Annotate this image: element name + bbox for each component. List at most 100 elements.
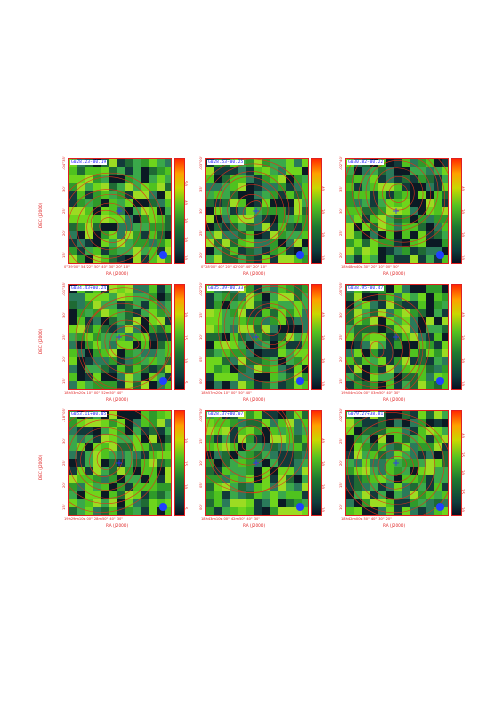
x-tick-labels: 19h29m10s 00" 28m50" 40" 30" xyxy=(64,517,123,521)
map-panel: G028.37+00.07 xyxy=(205,410,309,516)
y-tick-label: 20' xyxy=(338,460,343,466)
y-tick-label: 15' xyxy=(338,378,343,384)
x-tick-labels: 18h43m10s 00" 42m50" 40" 30" xyxy=(201,517,260,521)
y-tick-label: 20' xyxy=(61,356,66,362)
y-tick-label: 25' xyxy=(338,334,343,340)
colorbar-tick: 40 xyxy=(183,199,188,205)
x-tick-labels: 0°28'00" 40" 20" 42'00" 40" 20" 10" xyxy=(201,265,267,269)
colorbar-tick: 20 xyxy=(183,438,188,444)
y-tick-label: -02°40' xyxy=(338,156,343,170)
y-axis-label: DEC (J2000) xyxy=(38,202,43,228)
map-panel: G038.95-00.47 xyxy=(345,284,449,390)
y-tick-label: 25' xyxy=(338,230,343,236)
panel-label: G028.53-00.25 xyxy=(207,160,245,165)
y-tick-label: -05°05' xyxy=(338,282,343,296)
colorbar-tick: 10 xyxy=(183,255,188,261)
x-tick-labels: 18h48m40s 30" 20" 10" 00" 50" xyxy=(341,265,400,269)
colorbar-tick: 5 xyxy=(183,381,188,384)
colorbar-tick: 30 xyxy=(460,470,465,476)
colorbar-tick: 30 xyxy=(460,209,465,215)
colorbar-tick: 35 xyxy=(460,451,465,457)
y-tick-label: 30' xyxy=(338,312,343,318)
y-tick-label: -01°35' xyxy=(61,282,66,296)
colorbar-tick: 30 xyxy=(460,335,465,341)
colorbar-tick: 10 xyxy=(320,381,325,387)
colorbar-tick: 10 xyxy=(183,484,188,490)
map-panel: G028.53-00.25 xyxy=(205,158,309,264)
colorbar-tick: 40 xyxy=(320,186,325,192)
x-tick-labels: 18h42m00s 50" 40" 30" 20" xyxy=(341,517,392,521)
y-tick-label: 30' xyxy=(61,312,66,318)
colorbar-tick: 20 xyxy=(320,358,325,364)
y-tick-label: 05' xyxy=(198,482,203,488)
x-axis-label: RA (J2000) xyxy=(383,523,406,528)
colorbar-tick: 50 xyxy=(183,181,188,187)
panel-label: G028.23-00.19 xyxy=(70,160,108,165)
x-tick-labels: 18h57m20s 10" 00" 50" 40" xyxy=(201,391,252,395)
y-tick-label: 10' xyxy=(198,334,203,340)
y-tick-label: 30' xyxy=(198,208,203,214)
y-tick-label: 15' xyxy=(198,312,203,318)
x-tick-labels: 0°39'00" 54'22" 50" 40" 30" 20" 10" xyxy=(64,265,130,269)
x-axis-label: RA (J2000) xyxy=(383,397,406,402)
map-panel: G034.43+00.24 xyxy=(68,284,172,390)
y-tick-label: 15' xyxy=(338,482,343,488)
y-tick-label: 20' xyxy=(338,252,343,258)
panel-label: G034.43+00.24 xyxy=(70,286,108,291)
map-panel: G053.11+00.05 xyxy=(68,410,172,516)
y-tick-label: 30' xyxy=(338,208,343,214)
colorbar-tick: 10 xyxy=(460,381,465,387)
panel-label: G079.27+38.81 xyxy=(347,412,385,417)
colorbar: 10 20 30 40 xyxy=(451,158,465,264)
colorbar-tick: 30 xyxy=(320,335,325,341)
colorbar-tick: 10 xyxy=(183,358,188,364)
colorbar-tick: 15 xyxy=(183,335,188,341)
x-axis-label: RA (J2000) xyxy=(106,523,129,528)
x-tick-labels: 18h53m20s 10" 00" 52m50" 40" xyxy=(64,391,123,395)
y-axis-label: DEC (J2000) xyxy=(38,328,43,354)
y-tick-label: 20' xyxy=(338,356,343,362)
y-tick-label: 00' xyxy=(198,504,203,510)
y-tick-label: 35' xyxy=(338,186,343,192)
colorbar-tick: 25 xyxy=(460,488,465,494)
x-tick-labels: 19h04m10s 00" 03m50" 40" 30" xyxy=(341,391,400,395)
colorbar: 10 20 30 40 xyxy=(311,410,325,516)
y-tick-label: 20' xyxy=(61,230,66,236)
colorbar: 10 20 30 40 xyxy=(311,284,325,390)
y-tick-label: 25' xyxy=(198,230,203,236)
panel-label: G028.37+00.07 xyxy=(207,412,245,417)
map-panel: G028.23-00.19 xyxy=(68,158,172,264)
colorbar-tick: 40 xyxy=(320,438,325,444)
y-tick-label: 30' xyxy=(61,438,66,444)
x-axis-label: RA (J2000) xyxy=(383,271,406,276)
colorbar: 10 20 30 40 xyxy=(451,284,465,390)
y-axis-label: DEC (J2000) xyxy=(38,454,43,480)
colorbar-tick: 30 xyxy=(320,461,325,467)
colorbar-tick: 40 xyxy=(460,433,465,439)
colorbar-tick: 40 xyxy=(320,312,325,318)
colorbar: 5 10 15 20 xyxy=(174,284,188,390)
y-tick-label: -04°35' xyxy=(61,156,66,170)
y-tick-label: 15' xyxy=(61,252,66,258)
colorbar-tick: 15 xyxy=(183,461,188,467)
y-tick-label: 35' xyxy=(198,186,203,192)
y-tick-label: -03°50' xyxy=(198,408,203,422)
y-tick-label: 25' xyxy=(61,208,66,214)
y-tick-label: 05' xyxy=(198,356,203,362)
y-tick-label: 25' xyxy=(338,438,343,444)
y-tick-label: -18°05' xyxy=(61,408,66,422)
y-tick-label: -02°20' xyxy=(198,282,203,296)
panel-label: G030.82-00.22 xyxy=(347,160,385,165)
colorbar-tick: 20 xyxy=(460,232,465,238)
y-tick-label: 30' xyxy=(61,186,66,192)
colorbar-tick: 10 xyxy=(320,507,325,513)
colorbar-tick: 30 xyxy=(183,218,188,224)
y-tick-label: 25' xyxy=(61,460,66,466)
colorbar-tick: 10 xyxy=(460,255,465,261)
y-tick-label: 10' xyxy=(198,460,203,466)
panel-label: G038.95-00.47 xyxy=(347,286,385,291)
y-tick-label: -02°30' xyxy=(338,408,343,422)
x-axis-label: RA (J2000) xyxy=(243,271,266,276)
x-axis-label: RA (J2000) xyxy=(243,523,266,528)
colorbar: 10 20 30 40 50 xyxy=(174,158,188,264)
